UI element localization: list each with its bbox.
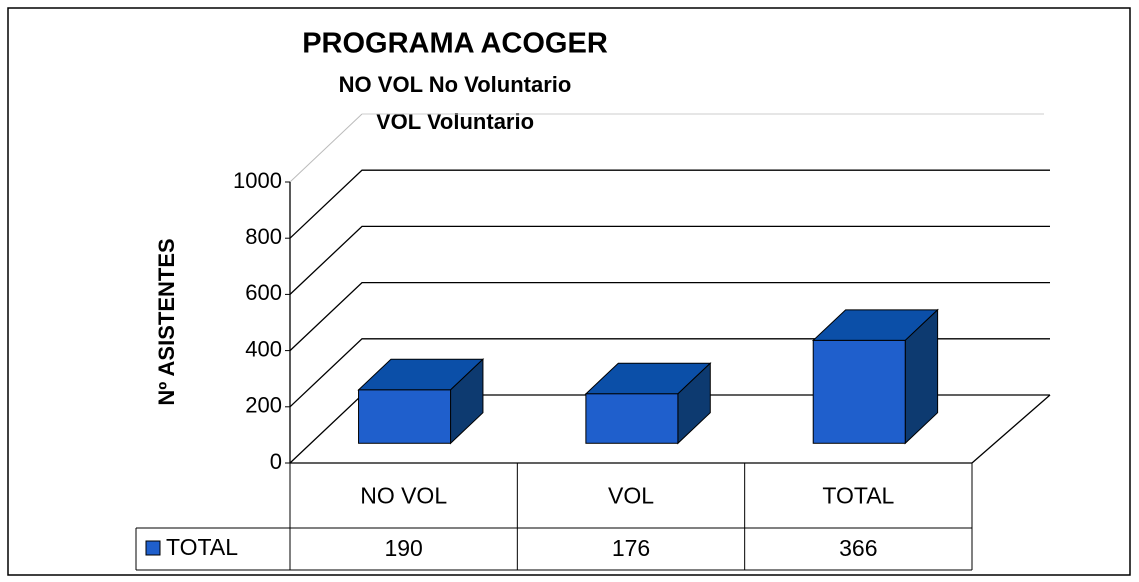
table-value: 176 xyxy=(612,535,650,561)
bar xyxy=(585,393,679,444)
grid-line xyxy=(289,225,1050,295)
chart-subtitle: VOL Voluntario xyxy=(376,109,534,134)
y-tick-label: 600 xyxy=(245,280,282,305)
legend-swatch xyxy=(145,540,161,556)
y-axis-label: Nº ASISTENTES xyxy=(154,238,179,405)
table-value: 190 xyxy=(384,535,422,561)
x-tick-label: NO VOL xyxy=(360,483,447,509)
y-tick-label: 0 xyxy=(270,449,282,474)
y-tick-label: 1000 xyxy=(233,168,282,193)
legend-label: TOTAL xyxy=(166,534,238,560)
chart-subtitle: NO VOL No Voluntario xyxy=(339,72,572,97)
chart-frame xyxy=(7,7,1131,576)
y-tick-label: 800 xyxy=(245,224,282,249)
left-wall-edge xyxy=(289,113,363,183)
bar xyxy=(358,389,452,444)
grid-line xyxy=(289,169,1050,239)
table-value: 366 xyxy=(839,535,877,561)
grid-line xyxy=(289,281,1050,352)
y-tick-label: 200 xyxy=(245,393,282,418)
x-tick-label: TOTAL xyxy=(822,483,894,509)
y-tick-label: 400 xyxy=(245,336,282,361)
floor-right xyxy=(971,394,1051,464)
bar xyxy=(812,339,906,444)
chart-title: PROGRAMA ACOGER xyxy=(302,28,608,60)
x-tick-label: VOL xyxy=(608,483,654,509)
